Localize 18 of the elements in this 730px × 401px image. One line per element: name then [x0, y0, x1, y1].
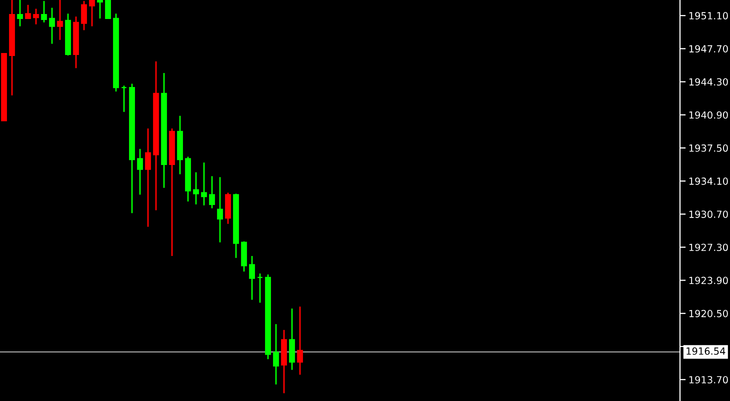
candlestick	[105, 0, 111, 20]
y-tick-label: 1947.70	[689, 45, 728, 52]
y-tick-label: 1913.70	[689, 376, 728, 384]
candlestick	[25, 4, 31, 20]
candlestick	[97, 0, 103, 20]
y-tick-label: 1944.30	[689, 78, 728, 86]
candlestick	[257, 272, 263, 304]
y-tick-label: 1940.90	[689, 111, 728, 119]
y-tick-label: 1951.10	[689, 12, 728, 20]
y-tick-label: 1930.70	[689, 210, 728, 218]
y-tick-label: 1920.50	[689, 310, 728, 318]
y-tick-label: 1937.50	[689, 144, 728, 152]
candlestick	[121, 84, 127, 113]
candlestick	[1, 52, 7, 122]
y-tick-label: 1923.90	[689, 276, 728, 284]
y-tick-label: 1927.30	[689, 244, 728, 252]
y-tick-label: 1934.10	[689, 178, 728, 185]
ref-line-label: 1916.54	[686, 347, 726, 355]
